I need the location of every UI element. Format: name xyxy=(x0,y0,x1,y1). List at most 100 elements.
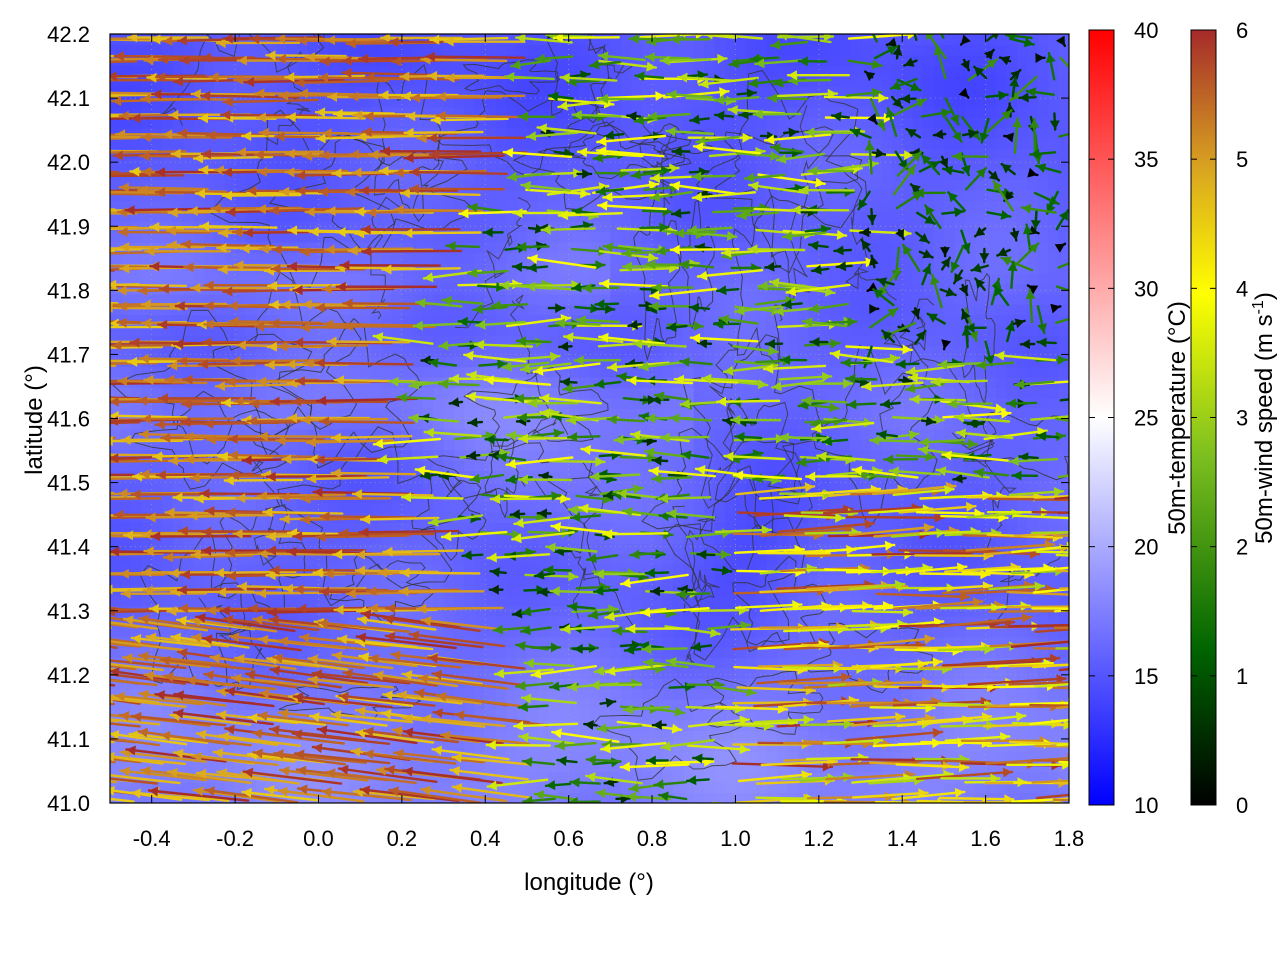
heatmap-cell xyxy=(996,501,1008,513)
heatmap-cell xyxy=(203,626,215,638)
heatmap-cell xyxy=(495,428,507,440)
heatmap-cell xyxy=(662,345,674,357)
heatmap-cell xyxy=(1037,449,1049,461)
heatmap-cell xyxy=(850,699,862,711)
heatmap-cell xyxy=(797,751,809,763)
heatmap-cell xyxy=(328,574,340,586)
heatmap-cell xyxy=(693,688,705,700)
heatmap-cell xyxy=(683,345,695,357)
heatmap-cell xyxy=(808,709,820,721)
heatmap-cell xyxy=(172,761,184,773)
heatmap-cell xyxy=(245,636,257,648)
heatmap-cell xyxy=(412,324,424,336)
heatmap-cell xyxy=(495,418,507,430)
heatmap-cell xyxy=(839,615,851,627)
heatmap-cell xyxy=(766,782,778,794)
heatmap-cell xyxy=(839,657,851,669)
heatmap-cell xyxy=(860,626,872,638)
heatmap-cell xyxy=(203,366,215,378)
heatmap-cell xyxy=(881,345,893,357)
heatmap-cell xyxy=(422,574,434,586)
heatmap-cell xyxy=(224,439,236,451)
heatmap-cell xyxy=(255,543,267,555)
heatmap-cell xyxy=(860,460,872,472)
heatmap-cell xyxy=(485,480,497,492)
heatmap-cell xyxy=(495,532,507,544)
heatmap-cell xyxy=(745,356,757,368)
heatmap-cell xyxy=(870,293,882,305)
heatmap-cell xyxy=(923,324,935,336)
heatmap-cell xyxy=(933,262,945,274)
heatmap-cell xyxy=(652,418,664,430)
heatmap-cell xyxy=(381,470,393,482)
heatmap-cell xyxy=(370,647,382,659)
heatmap-cell xyxy=(975,740,987,752)
heatmap-cell xyxy=(235,761,247,773)
heatmap-cell xyxy=(579,751,591,763)
heatmap-cell xyxy=(547,512,559,524)
heatmap-cell xyxy=(120,345,132,357)
heatmap-cell xyxy=(162,771,174,783)
heatmap-cell xyxy=(547,740,559,752)
heatmap-cell xyxy=(193,335,205,347)
heatmap-cell xyxy=(943,740,955,752)
heatmap-cell xyxy=(693,314,705,326)
heatmap-cell xyxy=(151,792,163,803)
heatmap-cell xyxy=(485,314,497,326)
heatmap-cell xyxy=(370,522,382,534)
heatmap-cell xyxy=(1048,574,1060,586)
heatmap-cell xyxy=(422,563,434,575)
heatmap-cell xyxy=(162,647,174,659)
heatmap-cell xyxy=(599,273,611,284)
heatmap-cell xyxy=(130,231,142,243)
heatmap-cell xyxy=(923,719,935,731)
heatmap-cell xyxy=(683,335,695,347)
heatmap-cell xyxy=(1016,626,1028,638)
heatmap-cell xyxy=(693,512,705,524)
heatmap-cell xyxy=(902,252,914,264)
heatmap-cell xyxy=(1058,418,1069,430)
heatmap-cell xyxy=(130,553,142,565)
heatmap-cell xyxy=(297,304,309,316)
heatmap-cell xyxy=(568,387,580,399)
heatmap-cell xyxy=(151,408,163,420)
heatmap-cell xyxy=(662,761,674,773)
heatmap-cell xyxy=(1048,387,1060,399)
heatmap-cell xyxy=(662,636,674,648)
heatmap-cell xyxy=(808,730,820,742)
heatmap-cell xyxy=(714,460,726,472)
heatmap-cell xyxy=(193,522,205,534)
heatmap-cell xyxy=(797,324,809,336)
heatmap-cell xyxy=(652,636,664,648)
heatmap-cell xyxy=(704,345,716,357)
heatmap-cell xyxy=(745,512,757,524)
heatmap-cell xyxy=(964,532,976,544)
heatmap-cell xyxy=(641,667,653,679)
heatmap-cell xyxy=(610,397,622,409)
heatmap-cell xyxy=(110,439,122,451)
heatmap-cell xyxy=(579,324,591,336)
heatmap-cell xyxy=(193,782,205,794)
heatmap-cell xyxy=(693,273,705,284)
heatmap-cell xyxy=(652,563,664,575)
heatmap-cell xyxy=(683,418,695,430)
heatmap-cell xyxy=(641,740,653,752)
heatmap-cell xyxy=(985,283,997,295)
heatmap-cell xyxy=(870,418,882,430)
heatmap-cell xyxy=(474,688,486,700)
heatmap-cell xyxy=(506,356,518,368)
heatmap-cell xyxy=(370,252,382,264)
heatmap-cell xyxy=(401,553,413,565)
heatmap-cell xyxy=(850,387,862,399)
heatmap-cell xyxy=(214,231,226,243)
heatmap-cell xyxy=(141,574,153,586)
heatmap-cell xyxy=(381,304,393,316)
heatmap-cell xyxy=(349,647,361,659)
heatmap-cell xyxy=(485,615,497,627)
heatmap-cell xyxy=(1006,252,1018,264)
heatmap-cell xyxy=(610,314,622,326)
heatmap-cell xyxy=(224,428,236,440)
heatmap-cell xyxy=(485,283,497,295)
heatmap-cell xyxy=(631,699,643,711)
heatmap-cell xyxy=(1058,335,1069,347)
